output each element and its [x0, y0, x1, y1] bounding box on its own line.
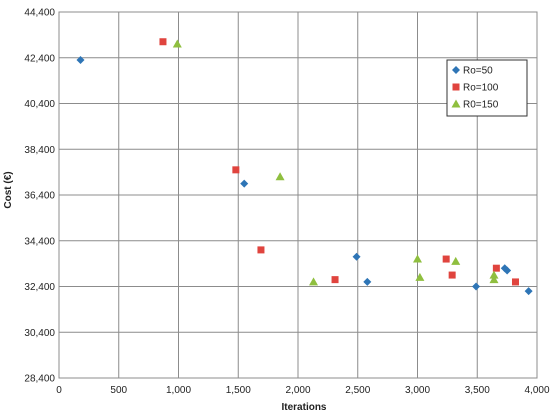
series-2: [159, 38, 519, 286]
data-point: [489, 270, 499, 279]
data-point: [309, 277, 319, 286]
data-point: [240, 179, 249, 188]
data-point: [76, 56, 85, 65]
legend-label: Ro=50: [463, 66, 493, 77]
y-tick-label: 42,400: [24, 53, 55, 64]
data-point: [489, 275, 499, 284]
y-tick-label: 32,400: [24, 282, 55, 293]
x-tick-label: 1,500: [226, 385, 251, 396]
legend-label: R0=150: [463, 100, 499, 111]
data-point: [511, 278, 519, 286]
x-tick-label: 0: [56, 385, 62, 396]
x-tick-label: 2,000: [285, 385, 310, 396]
data-point: [448, 271, 456, 279]
y-tick-label: 40,400: [24, 99, 55, 110]
axes: 0 500 1,000 1,500 2,000 2,500 3,000 3,500 4,000 2…: [24, 8, 550, 397]
data-point: [472, 282, 481, 291]
series-1: [76, 56, 533, 296]
y-tick-label: 30,400: [24, 328, 55, 339]
y-tick-label: 44,400: [24, 8, 55, 19]
data-point: [232, 166, 240, 174]
legend-label: Ro=100: [463, 83, 499, 94]
x-tick-label: 500: [110, 385, 127, 396]
x-axis-title: Iterations: [281, 402, 326, 413]
data-point: [503, 266, 512, 275]
legend-marker: [451, 99, 461, 108]
series-3: [172, 39, 499, 286]
data-point: [352, 252, 361, 261]
data-points: [76, 38, 533, 296]
y-tick-label: 36,400: [24, 191, 55, 202]
legend-box: [446, 59, 528, 117]
y-tick-label: 38,400: [24, 145, 55, 156]
data-point: [492, 264, 500, 272]
grid: [58, 11, 538, 379]
data-point: [451, 256, 461, 265]
x-tick-label: 4,000: [524, 385, 549, 396]
data-point: [275, 172, 285, 181]
data-point: [257, 246, 265, 254]
legend-marker: [452, 66, 460, 74]
x-tick-label: 1,000: [166, 385, 191, 396]
y-axis-title: Cost (€): [3, 171, 14, 208]
x-tick-label: 2,500: [345, 385, 370, 396]
legend: Ro=50 Ro=100 R0=150: [446, 59, 528, 117]
data-point: [331, 276, 339, 284]
data-point: [159, 38, 167, 46]
y-tick-label: 34,400: [24, 236, 55, 247]
x-tick-label: 3,000: [405, 385, 430, 396]
data-point: [172, 39, 182, 48]
data-point: [413, 254, 422, 263]
data-point: [442, 255, 450, 263]
data-point: [415, 272, 425, 281]
x-tick-label: 3,500: [465, 385, 490, 396]
data-point: [363, 277, 372, 286]
data-point: [524, 287, 533, 296]
y-tick-label: 28,400: [24, 374, 55, 385]
legend-marker: [452, 83, 460, 91]
